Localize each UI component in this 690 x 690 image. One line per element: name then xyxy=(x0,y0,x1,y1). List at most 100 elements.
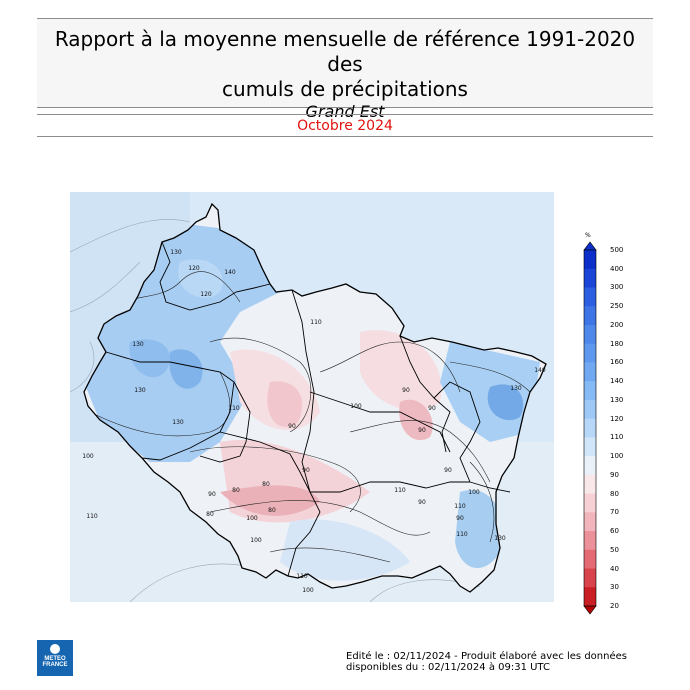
contour-label: 140 xyxy=(534,367,546,374)
contour-label: 90 xyxy=(288,423,296,430)
contour-label: 140 xyxy=(224,269,236,276)
title-line-1: Rapport à la moyenne mensuelle de référe… xyxy=(54,27,636,76)
contour-label: 110 xyxy=(296,573,308,580)
legend-tick-label: 120 xyxy=(610,414,624,423)
period-label: Octobre 2024 xyxy=(297,118,393,134)
legend-tick-label: 40 xyxy=(610,564,619,573)
legend-unit: % xyxy=(585,232,591,239)
title-line-2: cumuls de précipitations xyxy=(222,77,468,101)
contour-label: 130 xyxy=(510,385,522,392)
color-legend: % 500 400 300 250 200 180 160 140 130 120 110 100 90… xyxy=(574,232,634,615)
legend-tick-label: 50 xyxy=(610,545,619,554)
contour-label: 80 xyxy=(232,487,240,494)
legend-swatch xyxy=(584,474,596,495)
legend-swatch xyxy=(584,493,596,513)
legend-swatch xyxy=(584,287,596,307)
legend-swatch xyxy=(584,362,596,382)
contour-label: 90 xyxy=(444,467,452,474)
precipitation-map: 130 130 120 140 120 110 130 130 110 90 9… xyxy=(69,192,554,603)
period-rule-top xyxy=(37,114,653,115)
legend-colorbar xyxy=(583,241,597,615)
contour-label: 120 xyxy=(188,265,200,272)
legend-tick-label: 70 xyxy=(610,508,619,517)
contour-label: 110 xyxy=(310,319,322,326)
legend-tick-label: 400 xyxy=(610,264,624,273)
legend-tick-label: 500 xyxy=(610,246,624,254)
region-name: Grand Est xyxy=(305,102,385,121)
legend-tick-label: 300 xyxy=(610,283,624,292)
contour-label: 100 xyxy=(250,537,262,544)
legend-swatch xyxy=(584,306,596,326)
contour-label: 110 xyxy=(86,513,98,520)
footer-note: Edité le : 02/11/2024 - Produit élaboré … xyxy=(346,651,666,673)
contour-label: 110 xyxy=(454,503,466,510)
legend-tick-label: 160 xyxy=(610,358,624,367)
legend-swatch xyxy=(584,343,596,363)
contour-label: 100 xyxy=(468,489,480,496)
legend-tick-label: 60 xyxy=(610,527,619,536)
footer-line-1: Edité le : 02/11/2024 - Produit élaboré … xyxy=(346,651,627,662)
contour-label: 100 xyxy=(246,515,258,522)
contour-label: 90 xyxy=(418,427,426,434)
contour-label: 100 xyxy=(302,587,314,594)
contour-label: 100 xyxy=(350,403,362,410)
contour-label: 130 xyxy=(494,535,506,542)
legend-tick-label: 140 xyxy=(610,377,624,386)
contour-labels: 130 130 120 140 120 110 130 130 110 90 9… xyxy=(82,249,546,594)
legend-swatch xyxy=(584,512,596,532)
legend-swatch xyxy=(584,268,596,288)
legend-swatch xyxy=(584,437,596,457)
period-rule-bottom xyxy=(37,136,653,137)
contour-label: 90 xyxy=(208,491,216,498)
legend-swatch xyxy=(584,531,596,551)
contour-label: 110 xyxy=(456,531,468,538)
contour-label: 90 xyxy=(302,467,310,474)
contour-label: 90 xyxy=(418,499,426,506)
outside-contours xyxy=(69,219,481,603)
contour-label: 80 xyxy=(206,511,214,518)
legend-tick-label: 20 xyxy=(610,602,619,610)
legend-tick-label: 90 xyxy=(610,470,619,479)
legend-tick-label: 100 xyxy=(610,452,624,461)
legend-tick-label: 180 xyxy=(610,339,624,348)
map-svg: 130 130 120 140 120 110 130 130 110 90 9… xyxy=(69,192,554,603)
contour-label: 90 xyxy=(428,405,436,412)
title-panel: Rapport à la moyenne mensuelle de référe… xyxy=(37,18,653,121)
contour-label: 120 xyxy=(200,291,212,298)
logo-text-line1: METEO xyxy=(44,656,66,662)
contour-label: 90 xyxy=(456,515,464,522)
logo-text-line2: FRANCE xyxy=(42,662,68,668)
contour-label: 130 xyxy=(134,387,146,394)
contour-label: 130 xyxy=(132,341,144,348)
legend-swatch xyxy=(584,549,596,570)
logo-emblem-icon xyxy=(50,644,60,654)
legend-tick-label: 80 xyxy=(610,489,619,498)
region-border xyxy=(83,202,547,593)
legend-min-arrow xyxy=(583,605,597,615)
legend-tick-label: 130 xyxy=(610,395,624,404)
isolines xyxy=(89,271,531,563)
legend-tick-label: 110 xyxy=(610,433,624,442)
department-borders xyxy=(105,241,511,577)
legend-swatch xyxy=(584,324,596,345)
contour-label: 80 xyxy=(262,481,270,488)
contour-label: 110 xyxy=(394,487,406,494)
legend-swatch xyxy=(584,418,596,438)
contour-label: 130 xyxy=(172,419,184,426)
contour-label: 90 xyxy=(402,387,410,394)
legend-swatch xyxy=(584,381,596,401)
contour-label: 130 xyxy=(170,249,182,256)
legend-swatch xyxy=(584,568,596,588)
contour-label: 110 xyxy=(228,405,240,412)
legend-frame xyxy=(583,249,597,607)
contour-label: 100 xyxy=(82,453,94,460)
footer-line-2: disponibles du : 02/11/2024 à 09:31 UTC xyxy=(346,662,550,673)
meteo-france-logo: METEO FRANCE xyxy=(37,640,73,676)
legend-tick-label: 250 xyxy=(610,302,624,311)
legend-swatch xyxy=(584,250,596,270)
legend-max-arrow xyxy=(583,241,597,251)
legend-tick-label: 200 xyxy=(610,320,624,329)
legend-swatch xyxy=(584,456,596,476)
legend-swatch xyxy=(584,587,596,607)
contour-label: 80 xyxy=(268,507,276,514)
